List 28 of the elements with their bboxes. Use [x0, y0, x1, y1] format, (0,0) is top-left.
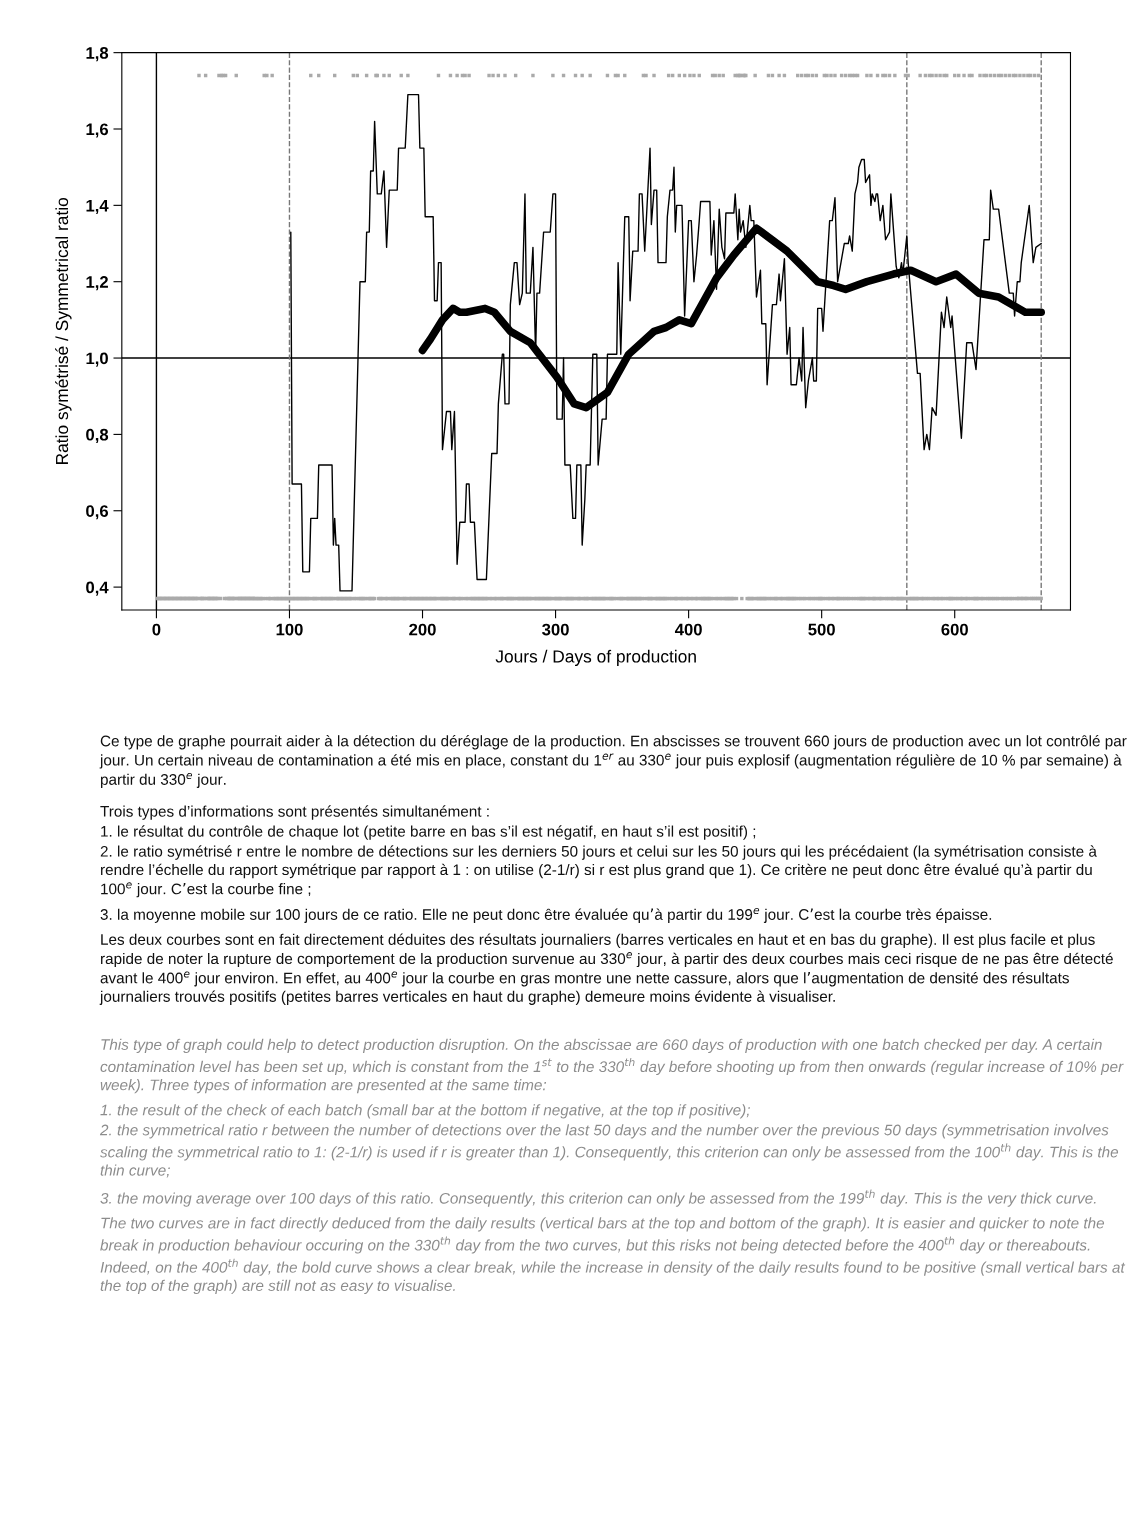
x-tick-label: 400 [674, 623, 702, 636]
text: This type of graph could help to detect production disruption. On the abscissae are 660 days of production with one batch checked per day. A certain contamination level has been set up, which is constant from the 1$^{st}$ to the 330$^{th}$ day before shooting up from then onwards (regular increase of 10% per week). Three types of information are presented at the same time: [100, 1038, 1124, 1094]
x-axis-title: Jours / Days of production [495, 649, 696, 667]
x-tick-label: 200 [409, 623, 436, 636]
y-tick-label: 0,8 [86, 428, 109, 444]
text: Trois types d’informations sont présentés simultanément : [100, 805, 489, 820]
x-tick-label: 500 [808, 623, 835, 636]
y-tick-label: 1,0 [86, 352, 108, 367]
x-tick-label: 0 [152, 623, 161, 636]
text: Les deux courbes sont en fait directement déduites des résultats journaliers (barres verticales en haut et en bas du graphe). Il est plus facile et plus rapide de noter la rupture de comportement de la production survenue au 330$^{e}$ jour, à partir des deux courbes mais ceci risque de ne pas être détecté avant le 400$^{e}$ jour environ. En effet, au 400$^{e}$ jour la courbe en gras montre une nette cassure, alors que l’augmentation de densité des résultats journaliers trouvés positifs (petites barres verticales en haut du graphe) demeure moins évidente à visualiser. [99, 933, 1113, 1005]
y-axis-title: Ratio symétrisé / Symmetrical ratio [55, 197, 72, 464]
y-tick-label: 1,2 [86, 276, 108, 291]
text: 2. the symmetrical ratio r between the number of detections over the last 50 days and the number over the previous 50 days (symmetrisation involves scaling the symmetrical ratio to 1: (2-1/r) is used if r is greater than 1). Consequently, this criterion can only be assessed from the 100$^{th}$ day. This is the thin curve; [99, 1124, 1119, 1178]
text: 1. le résultat du contrôle de chaque lot (petite barre en bas s’il est négatif, en haut s’il est positif) ; [101, 825, 756, 840]
y-tick-label: 0,4 [86, 581, 109, 596]
text: 3. the moving average over 100 days of this ratio. Consequently, this criterion can only be assessed from the 199$^{th}$ day. This is the very thick curve. [100, 1189, 1096, 1207]
y-tick-label: 0,6 [86, 505, 109, 520]
text: Ce type de graphe pourrait aider à la détection du déréglage de la production. En abscisses se trouvent 660 jours de production avec un lot contrôlé par jour. Un certain niveau de contamination a été mis en place, constant du 1$^{er}$ au 330$^{e}$ jour puis explosif (augmentation régulière de 10 % par semaine) à partir du 330$^{e}$ jour. [99, 735, 1127, 788]
y-tick-label: 1,8 [86, 47, 109, 62]
text: 1. the result of the check of each batch (small bar at the bottom if negative, at the top if positive); [100, 1104, 750, 1119]
text: 2. le ratio symétrisé r entre le nombre de détections sur les derniers 50 jours et celui sur les 50 jours qui les précédaient (la symétrisation consiste à rendre l’échelle du rapport symétrique par rapport à 1 : on utilise (2-1/r) si r est plus grand que 1). Ce critère ne peut donc être évalué qu’à partir du 100$^{e}$ jour. C’est la courbe fine ; [100, 845, 1097, 898]
y-tick-label: 1,6 [86, 123, 109, 138]
x-tick-label: 600 [941, 623, 968, 636]
text: 3. la moyenne mobile sur 100 jours de ce ratio. Elle ne peut donc être évaluée qu’à partir du 199$^{e}$ jour. C’est la courbe très épaisse. [100, 907, 992, 923]
text: The two curves are in fact directly deduced from the daily results (vertical bars at the top and bottom of the graph). It is easier and quicker to note the break in production behaviour occuring on the 330$^{th}$ day from the two curves, but this risks not being detected before the 400$^{th}$ day or thereabouts. Indeed, on the 400$^{th}$ day, the bold curve shows a clear break, while the increase in density of the daily results found to be positive (small vertical bars at the top of the graph) are still not as easy to visualise. [100, 1217, 1126, 1295]
y-tick-label: 1,4 [86, 199, 109, 214]
x-tick-label: 300 [542, 623, 569, 636]
x-tick-label: 100 [276, 623, 303, 636]
